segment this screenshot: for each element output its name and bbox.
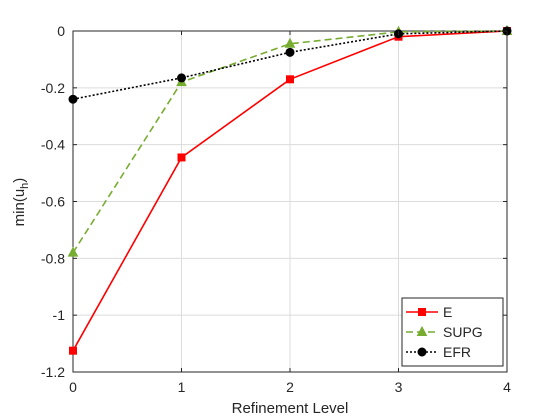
x-tick-label: 4 (503, 379, 511, 395)
data-point-e (286, 75, 294, 84)
y-axis-label-suffix: ) (11, 178, 28, 183)
data-point-efr (285, 47, 295, 57)
data-point-supg (67, 246, 79, 257)
series-line-supg (72, 30, 508, 254)
data-point-e (177, 153, 186, 162)
data-point-efr (68, 94, 78, 104)
y-axis-label-main: min(u (11, 189, 28, 227)
x-tick-label: 3 (395, 379, 403, 395)
legend-item-e: E (406, 304, 452, 320)
y-tick-label: -1 (53, 307, 66, 323)
legend-item-efr: EFR (406, 344, 471, 360)
y-tick-label: -1.2 (41, 364, 65, 380)
series-layer (67, 24, 513, 355)
data-point-supg (284, 37, 296, 48)
tick-labels: 0 1 2 3 4 -1.2 -1 -0.8 -0.6 -0.4 -0.2 0 (41, 23, 511, 395)
legend-items: E SUPG EFR (406, 304, 483, 360)
y-tick-label: -0.2 (41, 80, 65, 96)
series-efr (68, 26, 512, 104)
x-tick-label: 2 (286, 379, 294, 395)
legend-label-e: E (443, 304, 452, 320)
y-axis-label-subscript: h (19, 183, 31, 189)
legend-item-supg: SUPG (406, 324, 483, 340)
y-tick-label: 0 (57, 23, 65, 39)
series-line-efr (72, 30, 508, 100)
legend-marker-supg (416, 325, 428, 336)
legend: E SUPG EFR (401, 297, 504, 367)
x-tick-label: 1 (178, 379, 186, 395)
x-axis-label: Refinement Level (232, 400, 349, 417)
y-tick-label: -0.4 (41, 137, 65, 153)
data-point-efr (177, 73, 186, 83)
legend-label-efr: EFR (443, 344, 471, 360)
y-tick-label: -0.8 (41, 250, 65, 266)
data-point-e (69, 346, 77, 355)
y-tick-label: -0.6 (41, 194, 65, 210)
x-tick-label: 0 (69, 379, 77, 395)
legend-label-supg: SUPG (443, 324, 483, 340)
legend-marker-e (418, 308, 426, 316)
legend-marker-efr (417, 347, 427, 357)
y-axis-label: min(uh) (11, 178, 31, 227)
